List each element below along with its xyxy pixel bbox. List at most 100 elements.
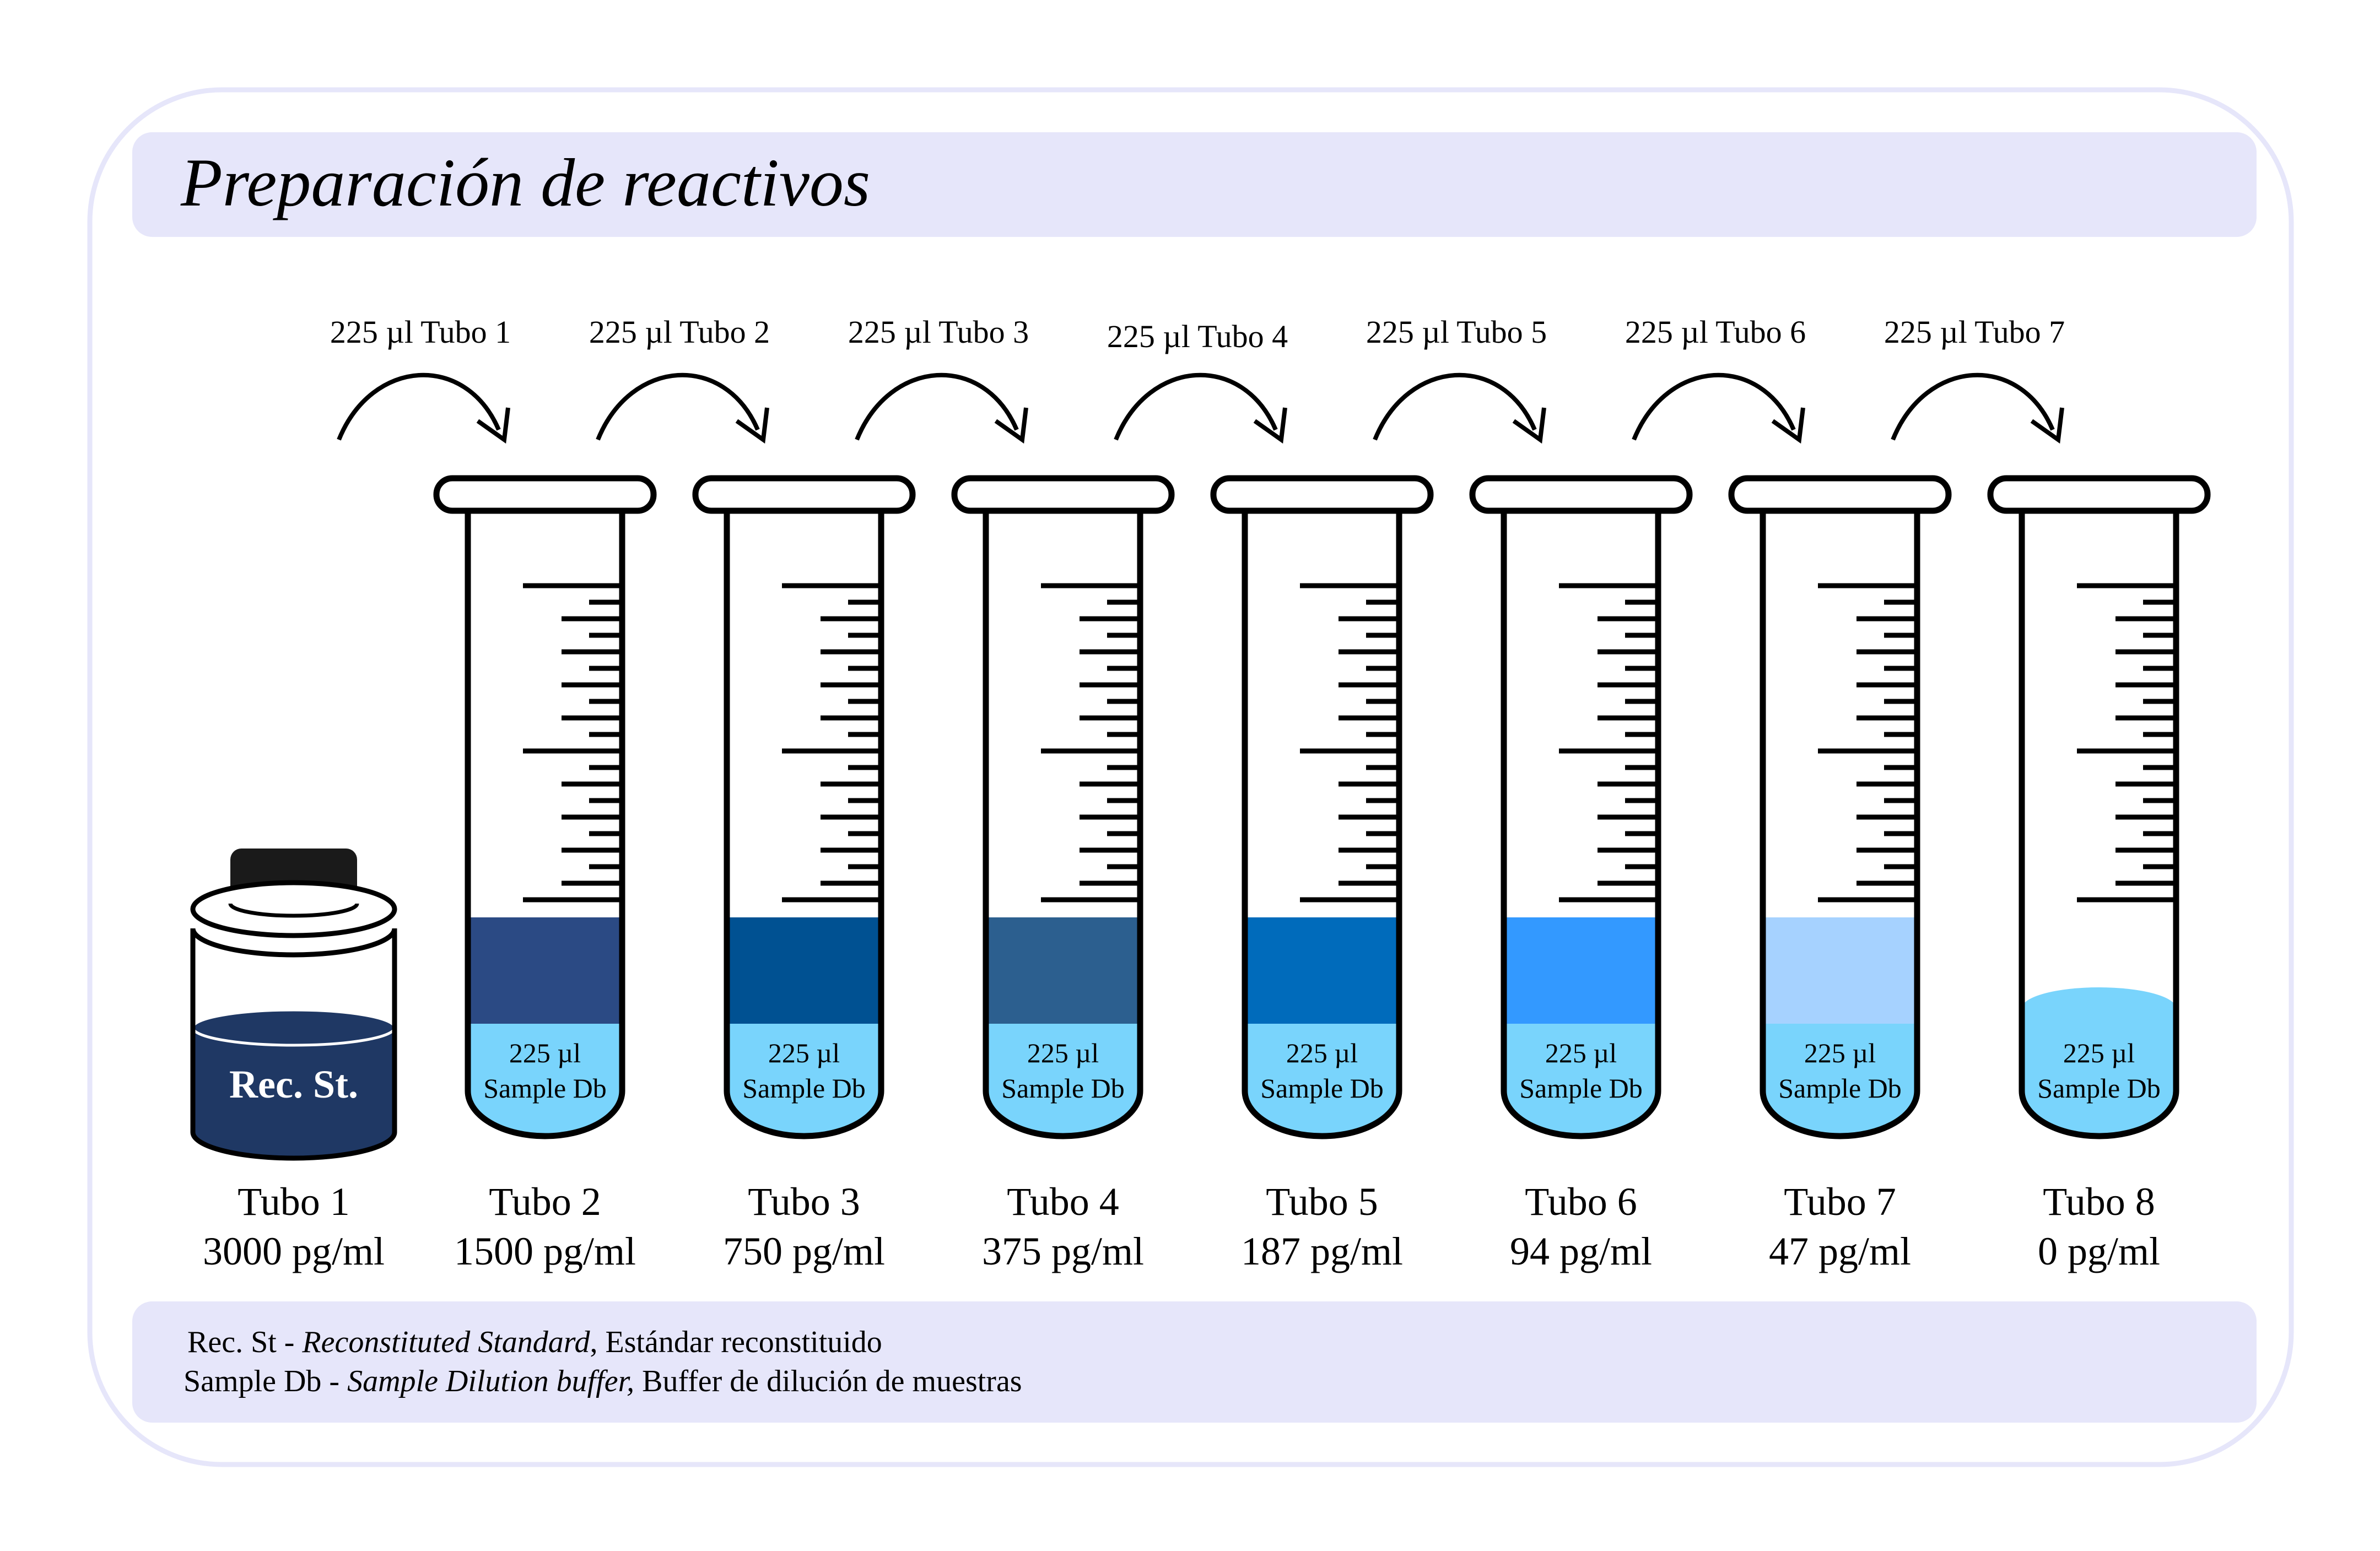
- tube-sample-liquid: [1763, 917, 1917, 1025]
- tube-buffer-liquid: [727, 1024, 881, 1136]
- transfer-arrow: 225 µl Tubo 7: [1884, 314, 2065, 444]
- tube-rim: [1469, 475, 1693, 514]
- tube-sample-liquid: [1245, 917, 1399, 1025]
- title-bar: [132, 132, 2257, 237]
- jar-neck-rim: [190, 928, 397, 958]
- tube-buffer-liquid: [2022, 1024, 2176, 1136]
- buffer-volume-label: 225 µl: [1545, 1037, 1617, 1068]
- jar-cap-bottom: [228, 903, 359, 918]
- transfer-arrow-curve: [337, 372, 501, 441]
- transfer-arrow-head: [735, 407, 769, 444]
- legend-bar: [132, 1301, 2257, 1423]
- legend-english: Sample Dilution buffer,: [347, 1364, 634, 1398]
- tube-buffer-liquid: [2022, 1008, 2176, 1026]
- tube-rim: [1728, 475, 1952, 514]
- test-tube: 225 µl Sample Db: [951, 475, 1175, 1139]
- transfer-volume-label: 225 µl Tubo 5: [1366, 314, 1547, 350]
- buffer-volume-label: 225 µl: [1027, 1037, 1099, 1068]
- buffer-volume-label: 225 µl: [768, 1037, 840, 1068]
- test-tube: 225 µl Sample Db: [1210, 475, 1434, 1139]
- transfer-arrow: 225 µl Tubo 6: [1625, 314, 1806, 444]
- outer-frame: [87, 87, 2294, 1467]
- transfer-arrow-curve: [1373, 372, 1537, 441]
- test-tube: 225 µl Sample Db: [433, 475, 657, 1139]
- tube-name: Tubo 7: [1784, 1180, 1896, 1224]
- transfer-volume-label: 225 µl Tubo 2: [589, 314, 770, 350]
- tube-name: Tubo 8: [2043, 1180, 2155, 1224]
- tube-outline: [1760, 511, 1920, 1139]
- transfer-volume-label: 225 µl Tubo 4: [1107, 318, 1288, 354]
- transfer-arrow-head: [994, 407, 1028, 444]
- buffer-volume-label: 225 µl: [1804, 1037, 1876, 1068]
- transfer-arrow: 225 µl Tubo 2: [589, 314, 770, 444]
- tube-concentration: 1500 pg/ml: [454, 1229, 636, 1273]
- tube-concentration: 750 pg/ml: [723, 1229, 885, 1273]
- page-title: Preparación de reactivos: [180, 145, 870, 220]
- buffer-volume-label: 225 µl: [509, 1037, 581, 1068]
- tube-outline: [724, 511, 884, 1139]
- tube-sample-liquid: [727, 917, 881, 1025]
- jar-liquid-surface: [191, 1008, 396, 1047]
- transfer-arrow: 225 µl Tubo 1: [330, 314, 511, 444]
- tube-buffer-liquid: [1504, 1024, 1658, 1136]
- test-tube: 225 µl Sample Db: [1728, 475, 1952, 1139]
- transfer-arrow-curve: [1891, 372, 2055, 441]
- reagent-jar: Rec. St.: [190, 849, 397, 1161]
- tube-name: Tubo 5: [1266, 1180, 1378, 1224]
- buffer-name-label: Sample Db: [1778, 1073, 1902, 1104]
- tube-rim: [951, 475, 1175, 514]
- transfer-arrow-head: [476, 407, 510, 444]
- tube-sample-liquid: [1504, 917, 1658, 1025]
- tube-sample-liquid: [986, 917, 1140, 1025]
- transfer-volume-label: 225 µl Tubo 6: [1625, 314, 1806, 350]
- tube-buffer-liquid: [986, 1024, 1140, 1136]
- transfer-arrows: 225 µl Tubo 1 225 µl Tubo 2 225 µl Tubo 3 2…: [330, 314, 2065, 444]
- transfer-arrow-curve: [596, 372, 760, 441]
- tube-rim: [692, 475, 916, 514]
- buffer-name-label: Sample Db: [1001, 1073, 1125, 1104]
- transfer-arrow-curve: [1114, 372, 1278, 441]
- tube-name: Tubo 3: [748, 1180, 860, 1224]
- legend-spanish: Buffer de dilución de muestras: [634, 1364, 1022, 1398]
- test-tube: 225 µl Sample Db: [692, 475, 916, 1139]
- buffer-name-label: Sample Db: [483, 1073, 607, 1104]
- tube-concentration: 0 pg/ml: [2038, 1229, 2160, 1273]
- buffer-name-label: Sample Db: [1519, 1073, 1643, 1104]
- jar-name: Tubo 1: [238, 1180, 349, 1224]
- transfer-volume-label: 225 µl Tubo 7: [1884, 314, 2065, 350]
- tube-rim: [433, 475, 657, 514]
- tube-outline: [983, 511, 1143, 1139]
- transfer-arrow-head: [1512, 407, 1546, 444]
- tube-buffer-liquid: [468, 1024, 622, 1136]
- buffer-volume-label: 225 µl: [2063, 1037, 2135, 1068]
- jar-body: [190, 928, 397, 1161]
- jar-shoulder: [190, 880, 397, 938]
- buffer-name-label: Sample Db: [1260, 1073, 1384, 1104]
- transfer-arrow: 225 µl Tubo 3: [848, 314, 1029, 444]
- legend-english: Reconstituted Standard: [301, 1325, 590, 1359]
- transfer-arrow: 225 µl Tubo 4: [1107, 318, 1288, 444]
- tube-buffer-liquid: [1245, 1024, 1399, 1136]
- tube-buffer-liquid: [1763, 1024, 1917, 1136]
- jar-liquid: [193, 1028, 395, 1158]
- transfer-arrow-head: [1771, 407, 1805, 444]
- transfer-arrow-curve: [855, 372, 1019, 441]
- transfer-arrow-head: [1253, 407, 1287, 444]
- jar-concentration: 3000 pg/ml: [203, 1229, 385, 1273]
- legend-abbr: Rec. St -: [187, 1325, 302, 1359]
- transfer-arrow: 225 µl Tubo 5: [1366, 314, 1547, 444]
- tube-sample-liquid: [468, 917, 622, 1025]
- test-tube: 225 µl Sample Db: [1469, 475, 1693, 1139]
- legend-spanish: , Estándar reconstituido: [590, 1325, 882, 1359]
- tube-name: Tubo 2: [489, 1180, 601, 1224]
- buffer-name-label: Sample Db: [742, 1073, 866, 1104]
- buffer-name-label: Sample Db: [2037, 1073, 2161, 1104]
- tube-outline: [465, 511, 625, 1139]
- test-tube: 225 µl Sample Db: [1987, 475, 2211, 1139]
- tube-outline: [1501, 511, 1661, 1139]
- tubes-layer: 225 µl Sample Db Tubo 2 1500 pg/ml 225 µl Sam…: [433, 475, 2211, 1273]
- tube-concentration: 375 pg/ml: [982, 1229, 1144, 1273]
- tube-outline: [1242, 511, 1402, 1139]
- tube-rim: [1987, 475, 2211, 514]
